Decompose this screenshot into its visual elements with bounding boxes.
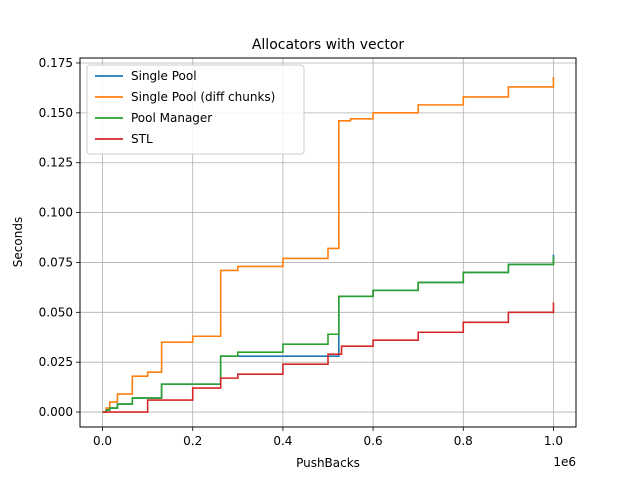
x-tick-label: 0.6 bbox=[364, 434, 383, 448]
plot-frame bbox=[79, 57, 577, 428]
y-tick-label: 0.150 bbox=[39, 106, 73, 120]
ticks: 0.0 0.2 0.4 0.6 0.8 1.0 0.000 0.025 0.050 0.075 0.… bbox=[39, 56, 563, 448]
x-tick-label: 0.4 bbox=[273, 434, 292, 448]
series-line-pool-manager bbox=[102, 256, 555, 413]
x-tick-label: 0.0 bbox=[93, 434, 112, 448]
chart-title: Allocators with vector bbox=[252, 37, 405, 53]
x-tick-label: 0.8 bbox=[454, 434, 473, 448]
x-tick-label: 0.2 bbox=[183, 434, 202, 448]
legend-label: Single Pool bbox=[131, 69, 197, 83]
legend-label: Single Pool (diff chunks) bbox=[131, 90, 275, 104]
series-line-single-pool-diff-chunks bbox=[102, 76, 555, 413]
x-tick-label: 1.0 bbox=[544, 434, 563, 448]
y-tick-label: 0.125 bbox=[39, 156, 73, 170]
y-tick-label: 0.075 bbox=[39, 255, 73, 269]
series-line-stl bbox=[102, 302, 555, 413]
legend: Single Pool Single Pool (diff chunks) Pool… bbox=[86, 64, 305, 155]
x-axis-offset-label: 1e6 bbox=[553, 455, 576, 469]
y-tick-label: 0.175 bbox=[39, 56, 73, 70]
series-lines bbox=[102, 76, 555, 413]
y-tick-label: 0.025 bbox=[39, 355, 73, 369]
y-tick-label: 0.050 bbox=[39, 305, 73, 319]
legend-label: Pool Manager bbox=[131, 111, 212, 125]
y-axis-label: Seconds bbox=[11, 217, 25, 267]
legend-label: STL bbox=[131, 132, 153, 146]
y-tick-label: 0.100 bbox=[39, 206, 73, 220]
y-tick-label: 0.000 bbox=[39, 405, 73, 419]
x-axis-label: PushBacks bbox=[296, 456, 360, 470]
legend-box bbox=[86, 64, 305, 155]
